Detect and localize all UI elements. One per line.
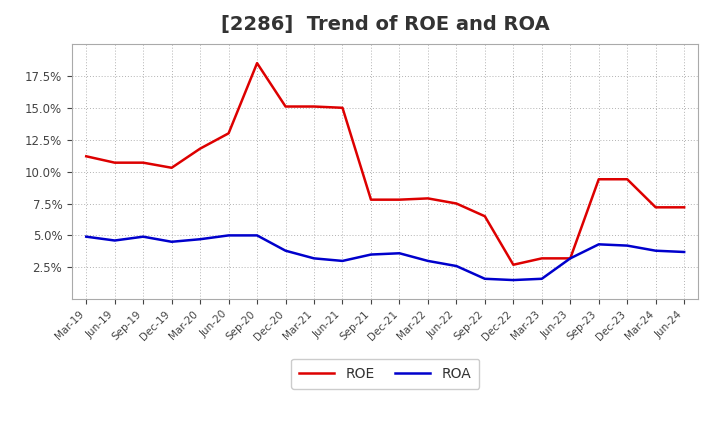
ROE bbox=[395, 197, 404, 202]
ROA bbox=[196, 237, 204, 242]
ROE bbox=[310, 104, 318, 109]
Legend: ROE, ROA: ROE, ROA bbox=[291, 359, 480, 389]
ROE bbox=[366, 197, 375, 202]
ROE bbox=[537, 256, 546, 261]
ROE bbox=[338, 105, 347, 110]
ROE bbox=[566, 256, 575, 261]
ROA bbox=[167, 239, 176, 245]
ROA bbox=[566, 256, 575, 261]
ROE bbox=[167, 165, 176, 170]
ROE bbox=[139, 160, 148, 165]
ROA bbox=[652, 248, 660, 253]
Line: ROE: ROE bbox=[86, 63, 684, 265]
ROE bbox=[196, 146, 204, 151]
ROA bbox=[225, 233, 233, 238]
ROA bbox=[253, 233, 261, 238]
ROE bbox=[480, 214, 489, 219]
ROA bbox=[423, 258, 432, 264]
ROA bbox=[310, 256, 318, 261]
ROA bbox=[509, 278, 518, 283]
ROA bbox=[395, 251, 404, 256]
Title: [2286]  Trend of ROE and ROA: [2286] Trend of ROE and ROA bbox=[221, 15, 549, 34]
ROE bbox=[623, 176, 631, 182]
ROA bbox=[139, 234, 148, 239]
ROE bbox=[452, 201, 461, 206]
ROA bbox=[366, 252, 375, 257]
ROE bbox=[595, 176, 603, 182]
ROE bbox=[680, 205, 688, 210]
ROA bbox=[452, 264, 461, 269]
ROA bbox=[282, 248, 290, 253]
ROE bbox=[253, 60, 261, 66]
ROE bbox=[652, 205, 660, 210]
ROA bbox=[338, 258, 347, 264]
ROA bbox=[623, 243, 631, 248]
ROE bbox=[110, 160, 119, 165]
Line: ROA: ROA bbox=[86, 235, 684, 280]
ROA bbox=[680, 249, 688, 255]
ROA bbox=[480, 276, 489, 282]
ROA bbox=[110, 238, 119, 243]
ROA bbox=[595, 242, 603, 247]
ROE bbox=[282, 104, 290, 109]
ROE bbox=[423, 196, 432, 201]
ROE bbox=[509, 262, 518, 268]
ROE bbox=[82, 154, 91, 159]
ROA bbox=[82, 234, 91, 239]
ROA bbox=[537, 276, 546, 282]
ROE bbox=[225, 131, 233, 136]
